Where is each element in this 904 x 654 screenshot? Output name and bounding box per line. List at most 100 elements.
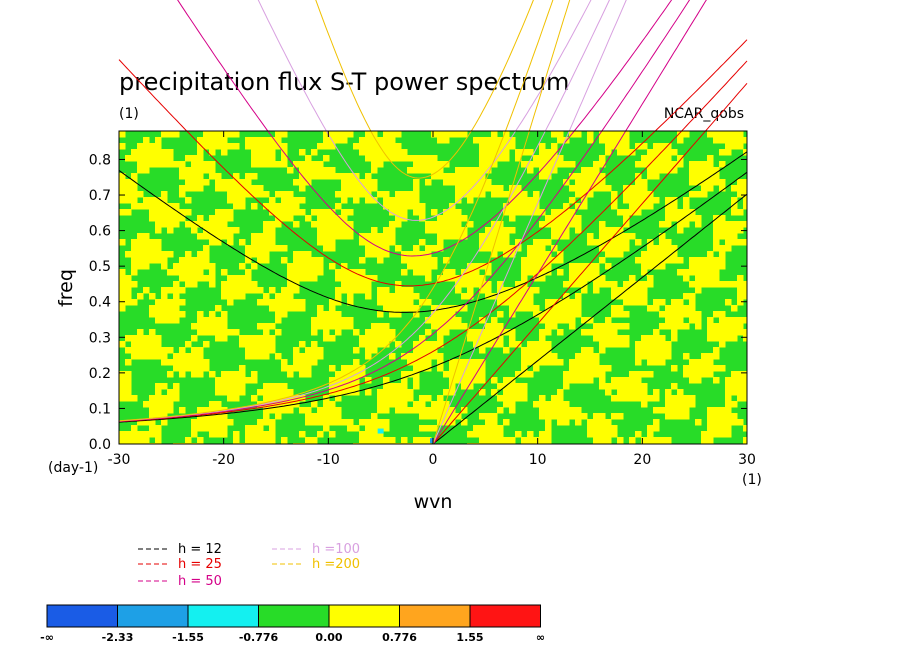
field-cell [503, 395, 510, 402]
field-cell [137, 191, 144, 198]
field-cell [413, 185, 420, 192]
field-cell [551, 317, 558, 324]
field-cell [191, 221, 198, 228]
field-cell [671, 335, 678, 342]
field-cell [617, 233, 624, 240]
curve-h200-inertia-gravity [315, 0, 534, 179]
field-cell [311, 221, 318, 228]
field-cell [719, 431, 726, 438]
field-cell [203, 251, 210, 258]
field-cell [323, 335, 330, 342]
field-cell [467, 377, 474, 384]
field-cell [611, 191, 618, 198]
field-cell [605, 431, 612, 438]
field-cell [185, 155, 192, 162]
field-cell [563, 305, 570, 312]
field-cell [677, 389, 684, 396]
field-cell [683, 365, 690, 372]
field-cell [545, 257, 552, 264]
field-cell [719, 131, 726, 138]
field-cell [461, 305, 468, 312]
field-cell [671, 383, 678, 390]
field-cell [449, 317, 456, 324]
field-cell [683, 407, 690, 414]
field-cell [425, 299, 432, 306]
field-cell [737, 221, 744, 228]
field-cell [167, 269, 174, 276]
field-cell [227, 131, 234, 138]
field-cell [461, 215, 468, 222]
field-cell [425, 365, 432, 372]
field-cell [395, 281, 402, 288]
field-cell [281, 389, 288, 396]
field-cell [635, 395, 642, 402]
field-cell [149, 257, 156, 264]
field-cell [611, 239, 618, 246]
field-cell [347, 371, 354, 378]
field-cell [707, 251, 714, 258]
field-cell [239, 203, 246, 210]
field-cell [599, 341, 606, 348]
field-cell [137, 347, 144, 354]
field-cell [605, 251, 612, 258]
field-cell [611, 323, 618, 330]
field-cell [203, 365, 210, 372]
field-cell [521, 209, 528, 216]
field-cell [161, 203, 168, 210]
field-cell [689, 305, 696, 312]
field-cell [305, 257, 312, 264]
field-cell [269, 299, 276, 306]
field-cell [323, 131, 330, 138]
field-cell [557, 137, 564, 144]
field-cell [509, 287, 516, 294]
field-cell [395, 389, 402, 396]
field-cell [167, 131, 174, 138]
field-cell [479, 347, 486, 354]
field-cell [389, 311, 396, 318]
field-cell [413, 197, 420, 204]
field-cell [407, 191, 414, 198]
field-cell [659, 167, 666, 174]
field-cell [185, 341, 192, 348]
field-cell [491, 437, 498, 444]
field-cell [281, 305, 288, 312]
field-cell [347, 191, 354, 198]
field-cell [551, 209, 558, 216]
field-cell [389, 131, 396, 138]
field-cell [233, 275, 240, 282]
field-cell [407, 287, 414, 294]
field-cell [707, 161, 714, 168]
field-cell [611, 311, 618, 318]
field-cell [281, 401, 288, 408]
field-cell [305, 347, 312, 354]
field-cell [431, 353, 438, 360]
field-cell [215, 137, 222, 144]
field-cell [197, 365, 204, 372]
field-cell [737, 323, 744, 330]
field-cell [509, 299, 516, 306]
field-cell [491, 389, 498, 396]
field-cell [629, 287, 636, 294]
field-cell [317, 317, 324, 324]
field-cell [161, 419, 168, 426]
field-cell [131, 155, 138, 162]
field-cell [719, 251, 726, 258]
field-cell [737, 191, 744, 198]
field-cell [137, 149, 144, 156]
field-cell [419, 425, 426, 432]
field-cell [227, 287, 234, 294]
field-cell [119, 431, 126, 438]
field-cell [161, 161, 168, 168]
field-cell [599, 275, 606, 282]
field-cell [707, 155, 714, 162]
field-cell [431, 263, 438, 270]
field-cell [167, 317, 174, 324]
field-cell [623, 197, 630, 204]
field-cell [257, 239, 264, 246]
field-cell [383, 377, 390, 384]
field-cell [143, 353, 150, 360]
field-cell [269, 431, 276, 438]
field-cell [695, 173, 702, 180]
field-cell [401, 269, 408, 276]
field-cell [335, 287, 342, 294]
